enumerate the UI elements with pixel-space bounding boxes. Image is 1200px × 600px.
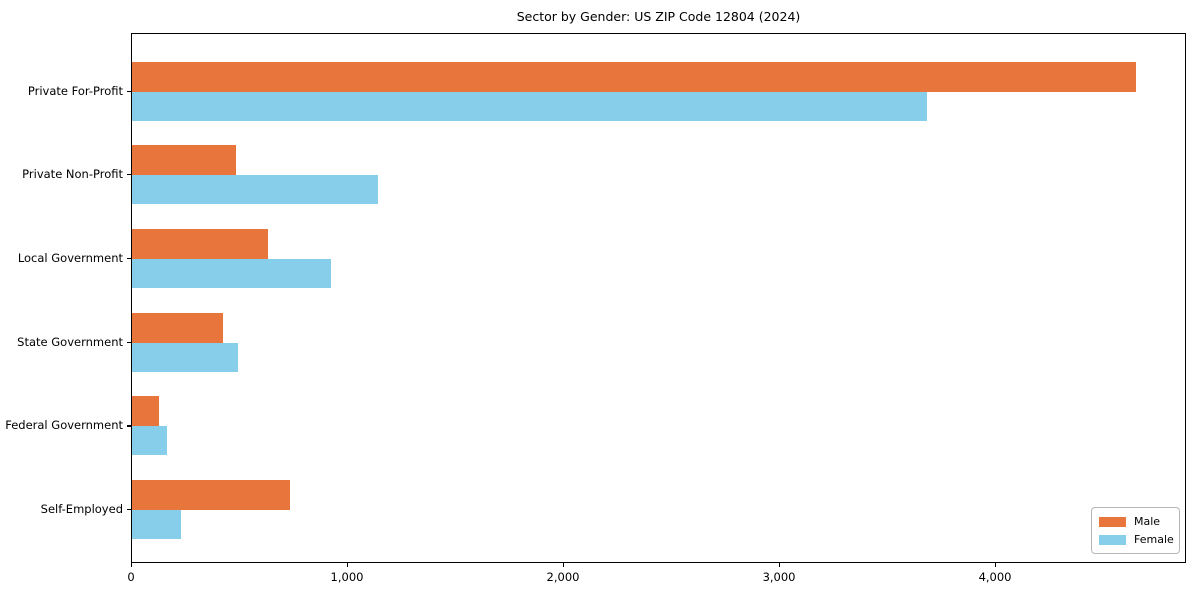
x-tick-mark bbox=[347, 563, 349, 567]
bar-female-local-government bbox=[132, 258, 331, 288]
x-tick-mark bbox=[779, 563, 781, 567]
bar-female-state-government bbox=[132, 342, 238, 372]
x-tick-label-4000: 4,000 bbox=[978, 570, 1012, 584]
legend-male-swatch bbox=[1099, 516, 1126, 527]
y-tick-mark bbox=[127, 90, 131, 92]
bar-male-federal-government bbox=[132, 396, 159, 427]
x-tick-mark bbox=[563, 563, 565, 567]
plot-area bbox=[131, 33, 1186, 563]
bar-female-federal-government bbox=[132, 426, 167, 456]
y-tick-label-local-government: Local Government bbox=[17, 250, 123, 265]
x-tick-mark bbox=[995, 563, 997, 567]
bar-female-self-employed bbox=[132, 510, 181, 540]
legend: Male Female bbox=[1091, 507, 1180, 554]
y-tick-mark bbox=[127, 425, 131, 427]
y-tick-label-private-for-profit: Private For-Profit bbox=[27, 83, 123, 98]
bar-male-private-non-profit bbox=[132, 145, 236, 176]
y-tick-mark bbox=[127, 509, 131, 511]
x-tick-mark bbox=[131, 563, 133, 567]
bar-male-private-for-profit bbox=[132, 61, 1137, 92]
chart-title: Sector by Gender: US ZIP Code 12804 (202… bbox=[516, 9, 801, 24]
legend-female-label: Female bbox=[1134, 533, 1174, 546]
y-tick-label-private-non-profit: Private Non-Profit bbox=[22, 167, 123, 182]
y-tick-label-federal-government: Federal Government bbox=[5, 418, 123, 433]
x-tick-label-3000: 3,000 bbox=[762, 570, 796, 584]
y-tick-label-self-employed: Self-Employed bbox=[40, 502, 123, 517]
x-tick-label-2000: 2,000 bbox=[546, 570, 580, 584]
y-tick-mark bbox=[127, 174, 131, 176]
x-tick-label-1000: 1,000 bbox=[330, 570, 364, 584]
x-tick-label-0: 0 bbox=[127, 570, 135, 584]
legend-item-male: Male bbox=[1099, 514, 1172, 529]
legend-female-swatch bbox=[1099, 534, 1126, 545]
bar-female-private-for-profit bbox=[132, 91, 927, 121]
legend-male-label: Male bbox=[1134, 515, 1161, 528]
y-tick-label-state-government: State Government bbox=[17, 334, 123, 349]
legend-item-female: Female bbox=[1099, 532, 1174, 547]
y-tick-mark bbox=[127, 257, 131, 260]
bar-female-private-non-profit bbox=[132, 175, 379, 205]
bar-male-local-government bbox=[132, 228, 269, 259]
bar-male-state-government bbox=[132, 312, 223, 343]
bar-male-self-employed bbox=[132, 480, 290, 511]
y-tick-mark bbox=[127, 341, 131, 343]
